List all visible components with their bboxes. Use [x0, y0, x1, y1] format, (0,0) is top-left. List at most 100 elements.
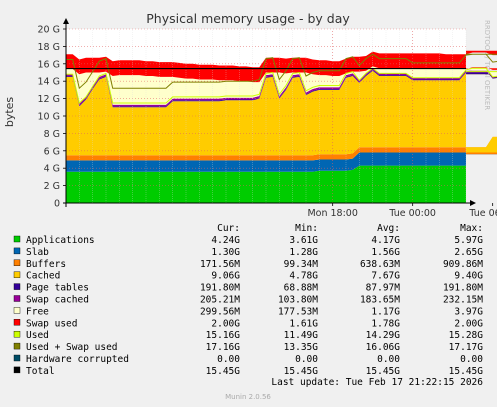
- chart-title: Physical memory usage - by day: [146, 11, 350, 26]
- grid-lines: [66, 28, 467, 203]
- legend-value: 15.45G: [449, 366, 484, 377]
- legend-value: 1.56G: [371, 247, 400, 258]
- legend-value: 205.21M: [200, 295, 240, 306]
- legend-value: 15.45G: [284, 366, 319, 377]
- legend-value: 1.61G: [289, 318, 318, 329]
- x-tick-label: Tue 06:00: [468, 208, 497, 219]
- legend-value: 638.63M: [360, 259, 400, 270]
- area-slab: [66, 143, 497, 172]
- y-tick-label: 8 G: [44, 129, 60, 140]
- legend-value: 99.34M: [284, 259, 319, 270]
- legend-label-page-tables: Page tables: [26, 283, 89, 294]
- legend-swatch-free: [13, 307, 21, 314]
- legend-value: 16.06G: [366, 342, 401, 353]
- legend-swatch-slab: [13, 247, 21, 255]
- legend-value: 0.00: [377, 354, 400, 365]
- legend-value: 1.78G: [371, 318, 400, 329]
- legend-label-used-swap-used: Used + Swap used: [26, 342, 118, 353]
- legend-value: 909.86M: [443, 259, 483, 270]
- legend-swatch-hardware-corrupted: [13, 354, 21, 362]
- legend-swatch-swap-used: [13, 319, 21, 326]
- legend-swatch-used: [13, 331, 21, 338]
- rrdtool-side-text: RRDTOOL / TOBI OETIKER: [483, 20, 491, 110]
- legend-value: 9.40G: [454, 271, 483, 282]
- y-tick-label: 16 G: [38, 59, 60, 70]
- legend-value: 183.65M: [360, 295, 400, 306]
- legend-swatch-total: [13, 366, 21, 374]
- legend-header: Min:: [295, 223, 318, 234]
- legend-value: 9.06G: [211, 271, 240, 282]
- legend-value: 17.16G: [206, 342, 241, 353]
- legend-label-buffers: Buffers: [26, 259, 66, 270]
- legend-value: 0.00: [217, 354, 240, 365]
- legend-value: 4.78G: [289, 271, 318, 282]
- y-tick-label: 10 G: [38, 112, 60, 123]
- legend-value: 7.67G: [371, 271, 400, 282]
- area-free: [66, 66, 497, 105]
- last-update: Last update: Tue Feb 17 21:22:15 2026: [271, 377, 483, 388]
- legend-label-applications: Applications: [26, 235, 95, 246]
- legend-value: 171.56M: [200, 259, 240, 270]
- legend-value: 2.00G: [454, 318, 483, 329]
- legend-value: 3.97G: [454, 306, 483, 317]
- stack-areas: [66, 50, 497, 203]
- legend-swatch-page-tables: [13, 283, 21, 290]
- legend-value: 0.00: [460, 354, 483, 365]
- legend-value: 0.00: [295, 354, 318, 365]
- legend-swatch-buffers: [13, 259, 21, 266]
- y-tick-label: 12 G: [38, 94, 60, 105]
- legend-label-used: Used: [26, 330, 49, 341]
- y-tick-label: 6 G: [44, 146, 60, 157]
- legend-label-swap-cached: Swap cached: [26, 295, 89, 306]
- legend-value: 299.56M: [200, 306, 240, 317]
- x-axis-arrow: [470, 200, 476, 206]
- legend-value: 14.29G: [366, 330, 401, 341]
- legend-label-total: Total: [26, 366, 55, 377]
- legend-value: 4.24G: [211, 235, 240, 246]
- legend-label-swap-used: Swap used: [26, 318, 77, 329]
- legend-value: 13.35G: [284, 342, 319, 353]
- legend-value: 5.97G: [454, 235, 483, 246]
- y-tick-label: 18 G: [38, 42, 60, 53]
- legend: Cur: Min: Avg: Max: Applications 4.24G 3.61G 4.…: [13, 223, 484, 377]
- legend-value: 1.17G: [371, 306, 400, 317]
- legend-header: Cur:: [217, 223, 240, 234]
- y-axis-ticks: 0 2 G 4 G 6 G 8 G 10 G 12 G 14 G 16 G 18 G 20 G: [38, 25, 66, 210]
- y-tick-label: 4 G: [44, 164, 60, 175]
- area-cached: [66, 70, 497, 156]
- legend-value: 191.80M: [200, 283, 240, 294]
- legend-swatch-used-swap-used: [13, 342, 21, 350]
- legend-label-hardware-corrupted: Hardware corrupted: [26, 354, 129, 365]
- series-lines: [66, 53, 497, 104]
- y-tick-label: 2 G: [44, 181, 60, 192]
- legend-value: 15.45G: [206, 366, 241, 377]
- legend-value: 191.80M: [443, 283, 483, 294]
- y-tick-label: 20 G: [38, 25, 60, 36]
- legend-value: 68.88M: [284, 283, 319, 294]
- legend-value: 103.80M: [278, 295, 318, 306]
- legend-header: Avg:: [377, 223, 400, 234]
- legend-value: 4.17G: [371, 235, 400, 246]
- area-applications: [66, 165, 497, 203]
- legend-swatch-cached: [13, 271, 21, 278]
- legend-value: 2.00G: [211, 318, 240, 329]
- line-used-swap-used: [66, 53, 497, 90]
- legend-label-slab: Slab: [26, 247, 49, 258]
- legend-value: 11.49G: [284, 330, 319, 341]
- legend-value: 17.17G: [449, 342, 484, 353]
- y-axis-label: bytes: [3, 97, 16, 128]
- legend-value: 3.61G: [289, 235, 318, 246]
- legend-value: 2.65G: [454, 247, 483, 258]
- legend-value: 1.30G: [211, 247, 240, 258]
- legend-value: 177.53M: [278, 306, 318, 317]
- area-buffers: [66, 136, 497, 161]
- legend-value: 15.16G: [206, 330, 241, 341]
- legend-value: 1.28G: [289, 247, 318, 258]
- x-tick-label: Mon 18:00: [307, 208, 357, 219]
- legend-swatch-swap-cached: [13, 295, 21, 302]
- y-axis-arrow: [63, 18, 69, 24]
- legend-swatch-applications: [13, 235, 21, 243]
- legend-label-free: Free: [26, 306, 49, 317]
- legend-header: Max:: [460, 223, 483, 234]
